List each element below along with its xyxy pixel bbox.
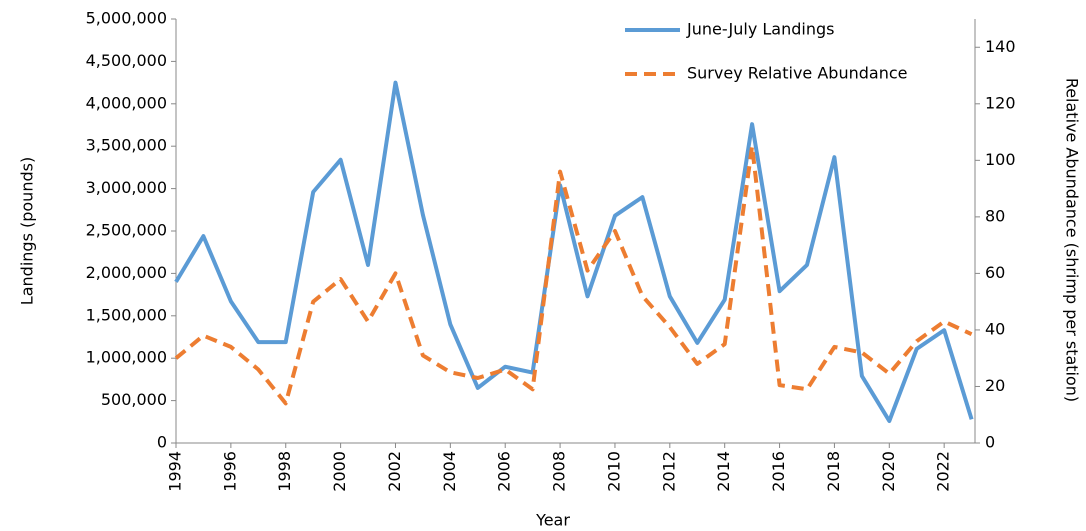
y-axis-title: Landings (pounds) [18, 157, 37, 305]
y2-axis-title: Relative Abundance (shrimp per station) [1063, 78, 1082, 402]
y-tick-label: 2,500,000 [86, 221, 167, 240]
x-tick-label: 1994 [166, 451, 185, 492]
y2-tick-label: 40 [985, 319, 1005, 338]
y-tick-label: 0 [157, 433, 167, 452]
x-tick-label: 2004 [440, 451, 459, 492]
line-series [174, 80, 974, 423]
y-tick-label: 1,000,000 [86, 348, 167, 367]
x-tick-label: 2012 [659, 451, 678, 492]
y2-tick-label: 120 [985, 93, 1016, 112]
legend-label: Survey Relative Abundance [687, 64, 907, 83]
y-tick-label: 2,000,000 [86, 263, 167, 282]
x-tick-label: 1998 [275, 451, 294, 492]
x-tick-label: 2018 [824, 451, 843, 492]
x-tick-label: 2014 [714, 451, 733, 492]
y-tick-label: 1,500,000 [86, 305, 167, 324]
x-tick-label: 2000 [330, 451, 349, 492]
y2-tick-label: 60 [985, 263, 1005, 282]
y-tick-label: 3,000,000 [86, 178, 167, 197]
x-tick-label: 2006 [495, 451, 514, 492]
x-tick-label: 2008 [550, 451, 569, 492]
y-tick-label: 4,000,000 [86, 93, 167, 112]
legend-label: June-July Landings [686, 20, 834, 39]
y2-tick-label: 140 [985, 37, 1016, 56]
x-tick-label: 2022 [934, 451, 953, 492]
x-tick-label: 2002 [385, 451, 404, 492]
y2-tick-label: 80 [985, 206, 1005, 225]
y-tick-label: 4,500,000 [86, 51, 167, 70]
x-tick-label: 1996 [220, 451, 239, 492]
x-tick-label: 2020 [879, 451, 898, 492]
y-tick-label: 500,000 [101, 390, 167, 409]
y-tick-label: 3,500,000 [86, 136, 167, 155]
y2-tick-label: 0 [985, 433, 995, 452]
y2-tick-label: 20 [985, 376, 1005, 395]
x-axis-title: Year [535, 511, 570, 530]
x-tick-label: 2016 [769, 451, 788, 492]
y-tick-label: 5,000,000 [86, 9, 167, 28]
line-series [174, 144, 973, 406]
x-tick-label: 2010 [604, 451, 623, 492]
y2-tick-label: 100 [985, 150, 1016, 169]
